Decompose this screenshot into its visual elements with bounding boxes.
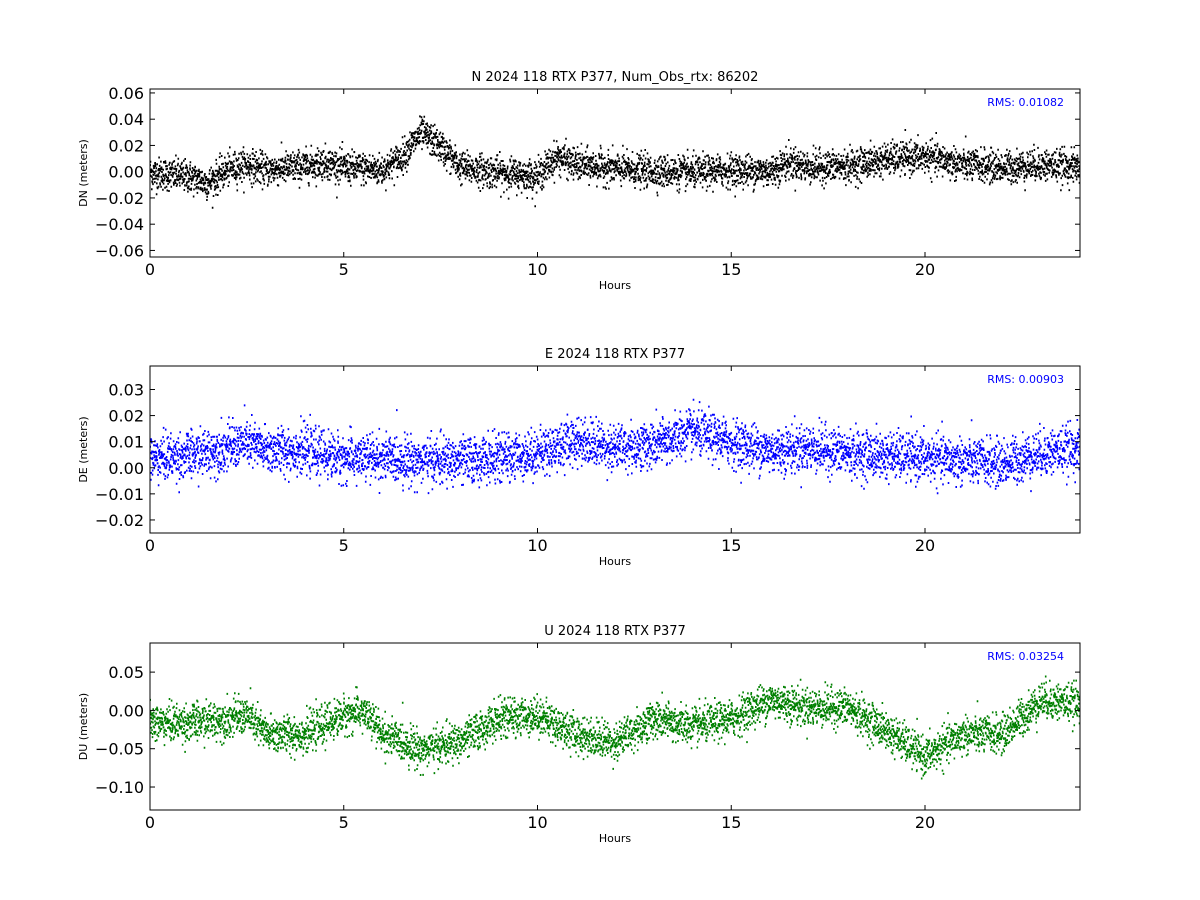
series-u-points (150, 675, 1080, 780)
y-tick-label: −0.05 (95, 740, 144, 759)
y-tick-label: −0.02 (95, 189, 144, 208)
x-tick-label: 0 (145, 536, 155, 555)
rms-annotation: RMS: 0.01082 (987, 96, 1064, 109)
chart-title: E 2024 118 RTX P377 (545, 347, 685, 362)
x-tick-label: 10 (527, 260, 547, 279)
y-tick-label: −0.04 (95, 215, 144, 234)
y-axis-label: DN (meters) (77, 139, 90, 207)
y-tick-label: 0.06 (108, 84, 144, 103)
x-tick-label: 0 (145, 260, 155, 279)
y-tick-label: 0.00 (108, 701, 144, 720)
x-tick-label: 20 (915, 536, 935, 555)
x-tick-label: 5 (339, 536, 349, 555)
x-tick-label: 10 (527, 813, 547, 832)
y-tick-label: 0.03 (108, 380, 144, 399)
y-tick-label: 0.01 (108, 433, 144, 452)
x-tick-label: 20 (915, 260, 935, 279)
x-tick-label: 15 (721, 813, 741, 832)
x-axis-label: Hours (599, 555, 631, 568)
x-tick-label: 15 (721, 536, 741, 555)
chart-title: N 2024 118 RTX P377, Num_Obs_rtx: 86202 (472, 70, 759, 85)
plot-frame (149, 642, 1081, 811)
chart-title: U 2024 118 RTX P377 (544, 624, 686, 639)
y-tick-label: 0.02 (108, 136, 144, 155)
y-tick-label: −0.02 (95, 511, 144, 530)
y-tick-label: −0.01 (95, 485, 144, 504)
y-tick-label: −0.10 (95, 778, 144, 797)
plot-frame (149, 88, 1081, 258)
x-tick-label: 20 (915, 813, 935, 832)
x-tick-label: 5 (339, 260, 349, 279)
x-axis-label: Hours (599, 279, 631, 292)
y-tick-label: 0.05 (108, 663, 144, 682)
x-tick-label: 5 (339, 813, 349, 832)
x-tick-label: 15 (721, 260, 741, 279)
series-e-points (150, 398, 1080, 495)
series-n-points (150, 115, 1080, 209)
y-tick-label: 0.00 (108, 459, 144, 478)
x-tick-label: 0 (145, 813, 155, 832)
panel-e: 0 5 10 15 20 −0.02 −0.01 0.00 0.01 0.02 0.03 E 2024… (77, 347, 1081, 568)
panel-n: 0 5 10 15 20 −0.06 −0.04 −0.02 0.00 0.02 0.04 0.06 N… (77, 70, 1081, 292)
plot-frame (149, 365, 1081, 534)
x-axis-label: Hours (599, 832, 631, 845)
rms-annotation: RMS: 0.03254 (987, 650, 1064, 663)
y-tick-label: 0.00 (108, 163, 144, 182)
y-tick-label: −0.06 (95, 241, 144, 260)
y-tick-label: 0.02 (108, 407, 144, 426)
panel-u: 0 5 10 15 20 −0.10 −0.05 0.00 0.05 U 2024 118 RTX… (77, 624, 1081, 845)
rms-annotation: RMS: 0.00903 (987, 373, 1064, 386)
y-tick-label: 0.04 (108, 110, 144, 129)
y-axis-label: DE (meters) (77, 416, 90, 482)
x-tick-label: 10 (527, 536, 547, 555)
y-axis-label: DU (meters) (77, 693, 90, 760)
